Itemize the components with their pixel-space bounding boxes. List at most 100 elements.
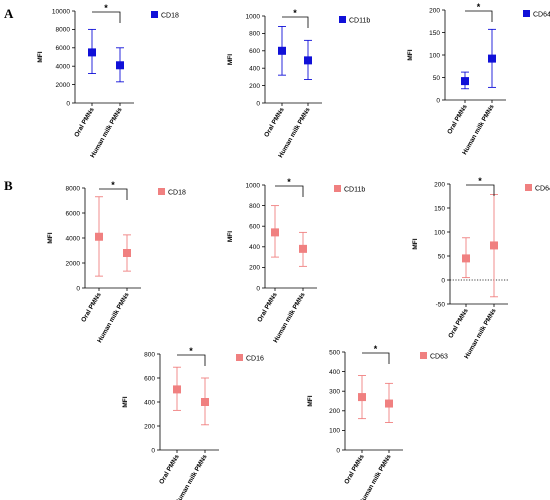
data-point (304, 56, 312, 65)
data-point (358, 393, 366, 402)
y-axis-title: MFI (307, 395, 314, 406)
y-tick-label: 400 (144, 399, 155, 406)
panel-label-b: B (4, 178, 13, 193)
legend-swatch (523, 10, 530, 17)
x-category-label: Oral PMNs (80, 291, 103, 323)
x-category-label: Oral PMNs (343, 453, 366, 485)
significance-marker: * (189, 346, 193, 356)
data-point (488, 54, 496, 63)
significance-marker: * (374, 344, 378, 354)
y-tick-label: 600 (249, 48, 260, 55)
y-tick-label: 0 (441, 277, 445, 284)
legend-label: CD63 (430, 354, 448, 361)
legend-swatch (334, 185, 341, 192)
significance-marker: * (287, 177, 291, 187)
legend-label: CD16 (246, 356, 264, 363)
legend-label: CD11b (349, 18, 370, 25)
y-tick-label: 300 (329, 389, 340, 396)
x-category-label: Oral PMNs (263, 106, 286, 138)
legend-label: CD18 (168, 190, 186, 197)
chart-1: 0 2000 4000 6000 8000 10000 MFI Oral PMNsHuman … (37, 3, 179, 159)
significance-bracket (275, 185, 304, 197)
legend-label: CD11b (344, 187, 365, 194)
y-tick-label: 0 (256, 285, 260, 292)
y-tick-label: 100 (429, 52, 440, 59)
y-tick-label: 6000 (66, 210, 81, 217)
y-tick-label: 200 (329, 408, 340, 415)
significance-marker: * (478, 176, 482, 186)
data-point (116, 61, 124, 70)
data-point (385, 399, 393, 408)
legend-label: CD64 (535, 186, 550, 193)
y-tick-label: 200 (249, 83, 260, 90)
legend-swatch (236, 354, 243, 361)
panel-label-a: A (4, 6, 14, 21)
y-tick-label: 100 (434, 229, 445, 236)
y-tick-label: 200 (249, 265, 260, 272)
data-point (95, 232, 103, 241)
y-tick-label: 50 (438, 253, 446, 260)
x-category-label: Oral PMNs (447, 307, 470, 339)
significance-bracket (466, 184, 495, 196)
y-tick-label: 400 (249, 66, 260, 73)
y-tick-label: -50 (436, 301, 446, 308)
y-axis-title: MFI (412, 238, 419, 249)
y-tick-label: 150 (434, 205, 445, 212)
y-tick-label: 10000 (52, 8, 70, 15)
significance-bracket (92, 11, 121, 23)
y-tick-label: 50 (433, 75, 441, 82)
significance-marker: * (111, 180, 115, 190)
significance-bracket (177, 354, 206, 366)
y-tick-label: 4000 (66, 235, 81, 242)
x-category-label: Oral PMNs (73, 106, 96, 138)
y-axis-title: MFI (227, 54, 234, 65)
data-point (271, 228, 279, 237)
significance-marker: * (104, 3, 108, 13)
y-tick-label: 200 (434, 181, 445, 188)
y-tick-label: 4000 (56, 64, 71, 71)
y-tick-label: 400 (329, 369, 340, 376)
legend-swatch (339, 16, 346, 23)
y-tick-label: 400 (249, 244, 260, 251)
data-point (173, 385, 181, 394)
y-tick-label: 600 (144, 375, 155, 382)
y-tick-label: 100 (329, 428, 340, 435)
data-point (201, 398, 209, 406)
x-category-label: Oral PMNs (158, 453, 181, 485)
significance-bracket (99, 188, 128, 200)
y-tick-label: 0 (256, 100, 260, 107)
legend-swatch (158, 188, 165, 195)
x-category-label: Human milk PMNs (174, 453, 209, 500)
significance-bracket (465, 10, 493, 22)
y-tick-label: 800 (144, 351, 155, 358)
y-tick-label: 0 (151, 447, 155, 454)
y-tick-label: 200 (429, 7, 440, 14)
y-tick-label: 0 (66, 100, 70, 107)
data-point (490, 241, 498, 250)
legend-label: CD18 (161, 13, 179, 20)
y-axis-title: MFI (227, 231, 234, 242)
y-tick-label: 8000 (66, 185, 81, 192)
significance-bracket (282, 16, 309, 28)
y-tick-label: 6000 (56, 45, 71, 52)
significance-bracket (362, 352, 390, 364)
x-category-label: Oral PMNs (446, 103, 469, 135)
y-tick-label: 0 (76, 285, 80, 292)
y-tick-label: 1000 (246, 13, 261, 20)
x-category-label: Oral PMNs (256, 291, 279, 323)
data-point (299, 244, 307, 253)
y-tick-label: 800 (249, 31, 260, 38)
data-point (123, 249, 131, 257)
x-category-label: Human milk PMNs (272, 291, 307, 344)
y-tick-label: 0 (436, 97, 440, 104)
x-category-label: Human milk PMNs (461, 103, 496, 156)
legend-swatch (420, 352, 427, 359)
